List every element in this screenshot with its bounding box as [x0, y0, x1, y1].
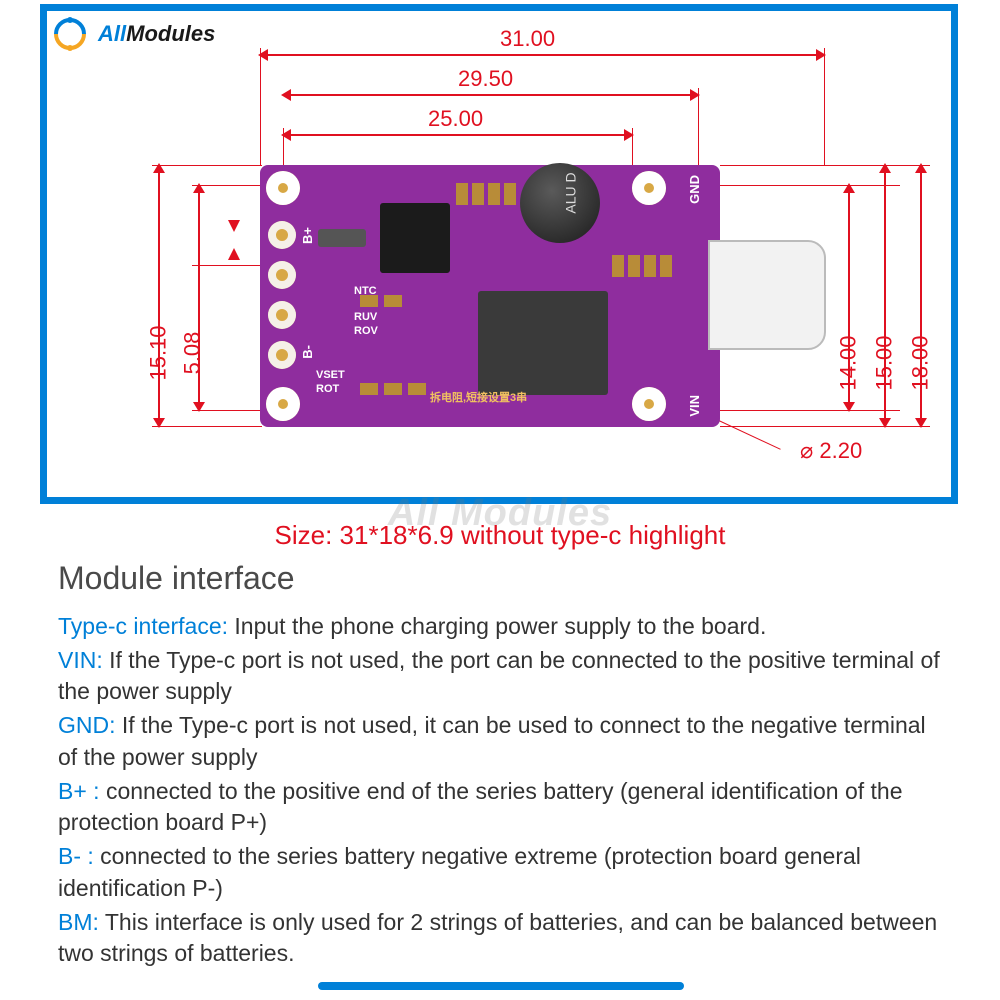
dim-15: 15.00: [872, 335, 898, 390]
dim-25: 25.00: [428, 106, 483, 132]
interface-desc: If the Type-c port is not used, it can b…: [58, 712, 926, 770]
section-heading: Module interface: [58, 560, 948, 597]
pcb-label-bplus: B+: [300, 227, 315, 244]
interface-desc: This interface is only used for 2 string…: [58, 909, 937, 967]
interface-desc: connected to the positive end of the ser…: [58, 778, 903, 836]
dim-15-1: 15.10: [146, 325, 172, 380]
pcb-label-rov: ROV: [354, 325, 378, 337]
pcb-label-vset: VSET: [316, 369, 345, 381]
size-note: Size: 31*18*6.9 without type-c highlight: [0, 520, 1000, 551]
interface-term: GND:: [58, 712, 116, 738]
capacitor-label: ALU D: [563, 172, 579, 213]
pcb-label-ruv: RUV: [354, 311, 377, 323]
interface-item: BM: This interface is only used for 2 st…: [58, 907, 948, 970]
interface-term: Type-c interface:: [58, 613, 228, 639]
dim-diameter: ⌀ 2.20: [800, 438, 862, 464]
interface-term: BM:: [58, 909, 99, 935]
pcb-board: ALU D B+ B- NTC RUV ROV VSET ROT GND VIN…: [260, 165, 720, 427]
dim-18: 18.00: [908, 335, 934, 390]
interface-item: GND: If the Type-c port is not used, it …: [58, 710, 948, 773]
interface-item: Type-c interface: Input the phone chargi…: [58, 611, 948, 643]
pcb-label-bminus: B-: [300, 345, 315, 359]
usb-c-connector: [708, 240, 826, 350]
interface-term: VIN:: [58, 647, 103, 673]
interface-term: B+ :: [58, 778, 100, 804]
pcb-label-ntc: NTC: [354, 285, 377, 297]
interface-description: Module interface Type-c interface: Input…: [58, 560, 948, 972]
dim-5-08: 5.08: [179, 332, 205, 375]
pcb-label-rot: ROT: [316, 383, 339, 395]
dim-14: 14.00: [836, 335, 862, 390]
interface-item: B+ : connected to the positive end of th…: [58, 776, 948, 839]
interface-desc: If the Type-c port is not used, the port…: [58, 647, 940, 705]
pcb-label-cn: 拆电阻,短接设置3串: [430, 389, 527, 405]
pcb-label-gnd: GND: [687, 175, 702, 204]
dim-31: 31.00: [500, 26, 555, 52]
interface-desc: Input the phone charging power supply to…: [228, 613, 766, 639]
pcb-label-vin: VIN: [687, 395, 702, 417]
interface-term: B- :: [58, 843, 94, 869]
dim-29-5: 29.50: [458, 66, 513, 92]
interface-desc: connected to the series battery negative…: [58, 843, 861, 901]
dimension-diagram: 31.00 29.50 25.00 15.10 5.08 14.00 15.00…: [60, 20, 940, 490]
footer-accent-bar: [318, 982, 684, 990]
capacitor: ALU D: [520, 163, 600, 243]
interface-item: VIN: If the Type-c port is not used, the…: [58, 645, 948, 708]
interface-item: B- : connected to the series battery neg…: [58, 841, 948, 904]
